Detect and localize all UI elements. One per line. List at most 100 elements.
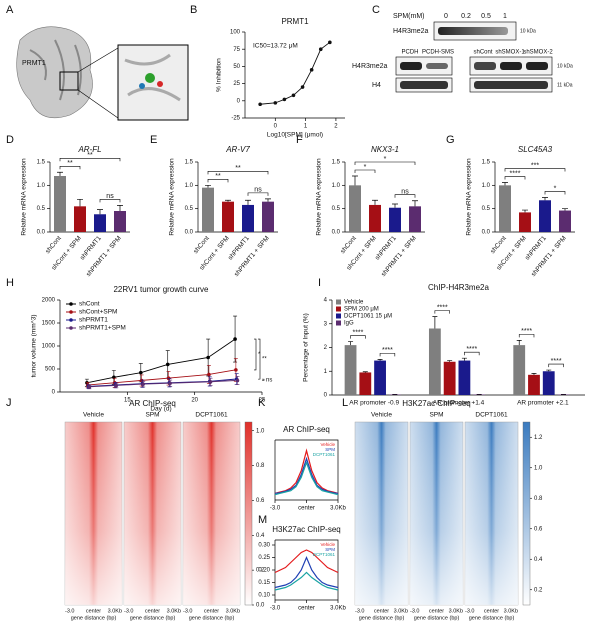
error-bar — [117, 205, 123, 211]
bar — [519, 212, 531, 232]
x-axis-label: gene distance (bp) — [189, 615, 235, 621]
point — [300, 85, 305, 89]
bar — [409, 206, 421, 232]
y-tick-label: 1.0 — [37, 183, 46, 189]
legend-label: SPM 200 μM — [344, 307, 379, 313]
chart-title: H3K27ac ChIP-seq — [272, 525, 340, 534]
error-bar — [542, 197, 548, 201]
y-tick-label: 0.30 — [258, 543, 270, 549]
panel-letter: I — [318, 277, 321, 289]
bar — [242, 204, 254, 232]
heatmap-fade — [410, 422, 463, 605]
error-bar — [352, 175, 358, 186]
y-tick-label: 0.15 — [258, 580, 270, 586]
point — [273, 101, 278, 105]
point — [165, 362, 170, 367]
x-axis-label: gene distance (bp) — [359, 615, 405, 621]
x-axis-label: gene distance (bp) — [71, 615, 117, 621]
panel-letter: C — [372, 4, 380, 16]
point — [141, 382, 145, 386]
y-axis-label: Relative mRNA expression — [316, 158, 323, 236]
legend-marker — [69, 310, 73, 314]
sig-label: **** — [510, 170, 521, 177]
panel-letter: G — [446, 134, 455, 146]
y-tick-label: 0.0 — [332, 230, 341, 236]
point — [166, 376, 171, 381]
line — [274, 448, 339, 494]
bar — [359, 372, 372, 395]
line — [274, 555, 339, 589]
blot-band — [474, 81, 548, 89]
bar — [499, 185, 511, 232]
sig-label: ** — [215, 173, 221, 180]
colorbar — [244, 421, 253, 606]
point — [291, 93, 296, 98]
legend-marker — [69, 302, 73, 306]
error-bar — [522, 209, 528, 213]
y-tick-label: 75 — [233, 47, 240, 53]
x-tick-label: 25 — [259, 398, 266, 404]
x-tick-label: shPRMT1 + SPM — [380, 235, 418, 278]
y-axis-label: Relative mRNA expression — [21, 158, 28, 236]
bar — [458, 360, 471, 395]
legend-label: shPRMT1+SPM — [79, 325, 126, 332]
heatmap-fade — [183, 422, 240, 605]
y-tick-label: 0.0 — [185, 230, 194, 236]
y-tick-label: 100 — [230, 30, 241, 36]
chart-title: AR-V7 — [225, 145, 250, 154]
protein-structure — [16, 26, 189, 121]
chart-title: ChIP-H4R3me2a — [428, 283, 489, 292]
sig-label: * — [384, 156, 387, 163]
sig-label: * — [258, 352, 261, 358]
y-tick-label: 1.0 — [482, 183, 491, 189]
colorbar-label: 0.4 — [534, 557, 543, 563]
point — [318, 47, 323, 51]
y-tick-label: 0.5 — [332, 206, 341, 212]
panel-letter: A — [6, 4, 14, 16]
blot-band-label: H4 — [372, 82, 381, 89]
column-label: Vehicle — [83, 412, 104, 419]
chart-title: H3K27ac ChIP-seq — [402, 399, 470, 408]
y-tick-label: 500 — [45, 367, 56, 373]
sig-label: * — [554, 185, 557, 192]
plot-frame — [275, 539, 339, 600]
line — [86, 369, 236, 386]
x-tick-label: 3.0Kb — [504, 608, 518, 614]
y-axis-label: tumor volume (mm^3) — [31, 314, 38, 377]
x-tick-label: shPRMT1 + SPM — [233, 235, 271, 278]
y-tick-label: 1000 — [42, 344, 56, 350]
x-tick-label: -3.0 — [183, 608, 192, 614]
error-bar — [97, 209, 103, 215]
x-axis-label: gene distance (bp) — [130, 615, 176, 621]
colorbar-label: 1.0 — [256, 428, 265, 434]
blot-lane: PCDH — [401, 50, 418, 56]
x-tick-label: shCont — [489, 235, 508, 255]
legend-label: SPM — [325, 447, 335, 452]
blot-lane: shCont — [473, 50, 492, 56]
sig-bracket — [99, 199, 121, 203]
x-axis-label: Log10[SPM] (μmol) — [267, 132, 323, 139]
error-bar — [372, 199, 378, 205]
colorbar-label: 1.2 — [534, 435, 543, 441]
blot-band — [474, 62, 496, 70]
legend-label: shCont — [79, 301, 100, 308]
sig-label: **** — [437, 304, 448, 311]
legend-label: Vehicle — [344, 300, 364, 306]
point — [234, 368, 238, 372]
column-label: DCPT1061 — [475, 412, 508, 419]
bar — [559, 210, 571, 232]
bar — [389, 207, 401, 232]
blot-kda: 11 kDa — [557, 82, 573, 88]
sig-label: *** — [531, 162, 539, 169]
x-tick-label: -3.0 — [465, 608, 474, 614]
sig-bracket — [350, 335, 366, 339]
colorbar-label: 0.2 — [256, 568, 265, 574]
blot-band — [426, 63, 448, 69]
x-tick-label: center — [298, 506, 315, 512]
x-tick-label: 0 — [274, 124, 278, 130]
error-bar — [77, 198, 83, 207]
y-tick-label: 0.0 — [482, 230, 491, 236]
x-tick-label: center — [204, 608, 219, 614]
y-tick-label: 4 — [324, 298, 328, 304]
panel-letter: F — [296, 134, 303, 146]
